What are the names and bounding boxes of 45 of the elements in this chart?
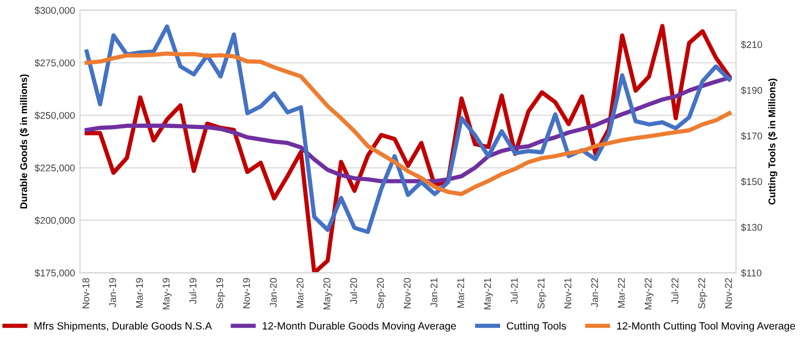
y-tick-label: $300,000 bbox=[34, 6, 75, 15]
legend-label: 12-Month Durable Goods Moving Average bbox=[262, 322, 456, 332]
x-tick-label: Jul-20 bbox=[350, 278, 358, 304]
x-tick-label: Jul-21 bbox=[510, 278, 518, 304]
x-tick-label: Mar-19 bbox=[136, 278, 143, 308]
x-tick-label: Nov-21 bbox=[564, 278, 572, 308]
x-tick-label: Mar-21 bbox=[457, 278, 464, 308]
y2-tick-label: $170 bbox=[740, 132, 762, 140]
x-tick-label: Jul-22 bbox=[671, 278, 678, 304]
x-tick-label: Nov-22 bbox=[725, 278, 732, 308]
x-tick-label: May-19 bbox=[162, 278, 172, 310]
y-tick-label: $275,000 bbox=[34, 59, 75, 68]
x-tick-label: May-21 bbox=[484, 278, 493, 310]
x-tick-label: Mar-22 bbox=[618, 278, 625, 308]
y2-tick-label: $190 bbox=[740, 86, 762, 94]
y2-axis-title: Cutting Tools ($ in Millions) bbox=[768, 78, 778, 204]
x-tick-label: Jan-19 bbox=[109, 278, 116, 308]
x-tick-label: Jan-22 bbox=[591, 278, 598, 308]
x-tick-label: Jan-20 bbox=[270, 278, 277, 308]
line-series bbox=[84, 24, 732, 234]
y2-tick-label: $110 bbox=[740, 269, 762, 277]
x-tick-label: Mar-20 bbox=[296, 278, 304, 308]
y2-tick-label: $150 bbox=[740, 178, 762, 186]
x-tick-label: May-20 bbox=[323, 278, 332, 310]
y-tick-label: $175,000 bbox=[34, 269, 75, 278]
y-tick-label: $225,000 bbox=[34, 164, 75, 173]
y2-tick-label: $210 bbox=[740, 40, 762, 49]
x-tick-label: Nov-18 bbox=[82, 278, 90, 308]
x-tick-label: May-22 bbox=[644, 278, 654, 310]
y-axis-title: Durable Goods ($ in millions) bbox=[20, 74, 30, 208]
legend-label: 12-Month Cutting Tool Moving Average bbox=[617, 322, 796, 332]
x-tick-label: Jul-19 bbox=[189, 278, 196, 304]
y-tick-label: $250,000 bbox=[34, 112, 75, 120]
x-tick-label: Sep-19 bbox=[216, 278, 226, 309]
y-tick-label: $200,000 bbox=[34, 216, 75, 226]
x-tick-label: Nov-19 bbox=[243, 278, 250, 308]
x-tick-label: Sep-22 bbox=[698, 278, 708, 309]
line-series bbox=[84, 52, 732, 196]
x-tick-label: Sep-20 bbox=[376, 278, 386, 309]
x-tick-label: Nov-20 bbox=[404, 278, 411, 308]
x-tick-label: Sep-21 bbox=[538, 278, 546, 309]
legend-label: Mfrs Shipments, Durable Goods N.S.A bbox=[34, 322, 212, 332]
legend-label: Cutting Tools bbox=[506, 322, 566, 332]
y2-tick-label: $130 bbox=[740, 223, 762, 232]
x-tick-label: Jan-21 bbox=[430, 278, 438, 308]
